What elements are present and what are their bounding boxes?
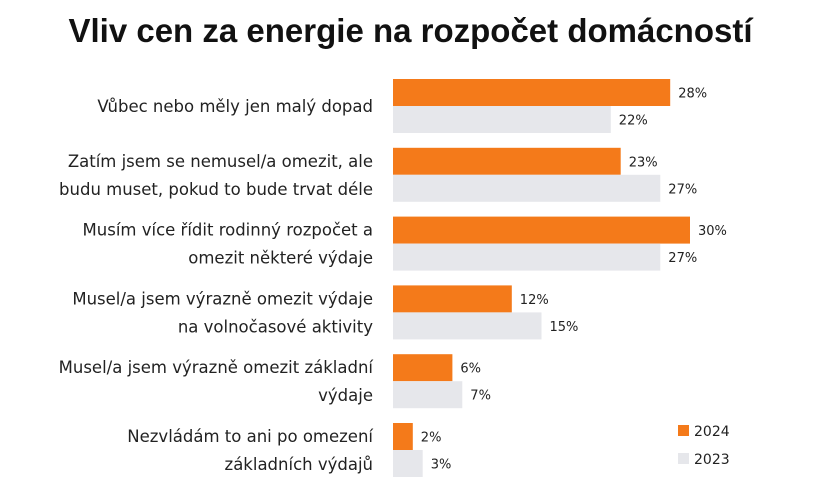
bar-2024 [393, 423, 413, 450]
category-label-line: na volnočasové aktivity [178, 317, 373, 336]
bar-2024 [393, 285, 512, 313]
value-label-2023: 27% [668, 251, 697, 266]
bar-2024 [393, 147, 621, 175]
category-label-line: základních výdajů [225, 455, 373, 474]
value-label-2024: 12% [520, 293, 549, 308]
value-label-2023: 7% [470, 389, 491, 404]
value-label-2023: 15% [550, 320, 579, 335]
bar-2023 [393, 450, 423, 477]
category-label: Nezvládám to ani po omezení základních vý… [127, 427, 374, 474]
bar-2023 [393, 381, 463, 409]
category-label-line: Vůbec nebo měly jen malý dopad [97, 97, 373, 116]
bar-2023 [393, 243, 661, 271]
category-label: Musel/a jsem výrazně omezit základní výda… [59, 358, 375, 405]
category-label-line: Nezvládám to ani po omezení [127, 427, 374, 446]
chart-title: Vliv cen za energie na rozpočet domácnos… [68, 12, 753, 49]
category-label: Musel/a jsem výrazně omezit výdaje na vol… [72, 289, 373, 336]
value-label-2023: 22% [619, 114, 648, 129]
legend-swatch-2024 [678, 425, 689, 436]
bar-2024 [393, 216, 690, 244]
bar-2023 [393, 312, 542, 340]
category-label-line: Musím více řídit rodinný rozpočet a [83, 221, 373, 240]
value-label-2024: 2% [421, 431, 442, 446]
category-label-line: omezit některé výdaje [188, 249, 373, 268]
bar-2023 [393, 106, 611, 133]
category-label-line: budu muset, pokud to bude trvat déle [59, 180, 373, 199]
bar-2023 [393, 174, 661, 202]
category-label-line: výdaje [318, 386, 373, 405]
legend-swatch-2023 [678, 453, 689, 464]
value-label-2024: 23% [629, 155, 658, 170]
value-label-2023: 27% [668, 182, 697, 197]
value-label-2024: 6% [460, 362, 481, 377]
category-label: Vůbec nebo měly jen malý dopad [97, 97, 373, 116]
category-label: Musím více řídit rodinný rozpočet a omezi… [83, 221, 373, 268]
category-label: Zatím jsem se nemusel/a omezit, ale budu … [59, 152, 373, 199]
bar-2024 [393, 354, 453, 382]
legend-label-2024: 2024 [694, 424, 730, 440]
category-label-line: Zatím jsem se nemusel/a omezit, ale [68, 152, 373, 171]
legend-label-2023: 2023 [694, 452, 730, 468]
bar-2024 [393, 79, 671, 106]
category-label-line: Musel/a jsem výrazně omezit základní [59, 358, 375, 377]
value-label-2024: 28% [678, 87, 707, 102]
value-label-2024: 30% [698, 224, 727, 239]
value-label-2023: 3% [431, 458, 452, 473]
category-label-line: Musel/a jsem výrazně omezit výdaje [72, 289, 373, 308]
